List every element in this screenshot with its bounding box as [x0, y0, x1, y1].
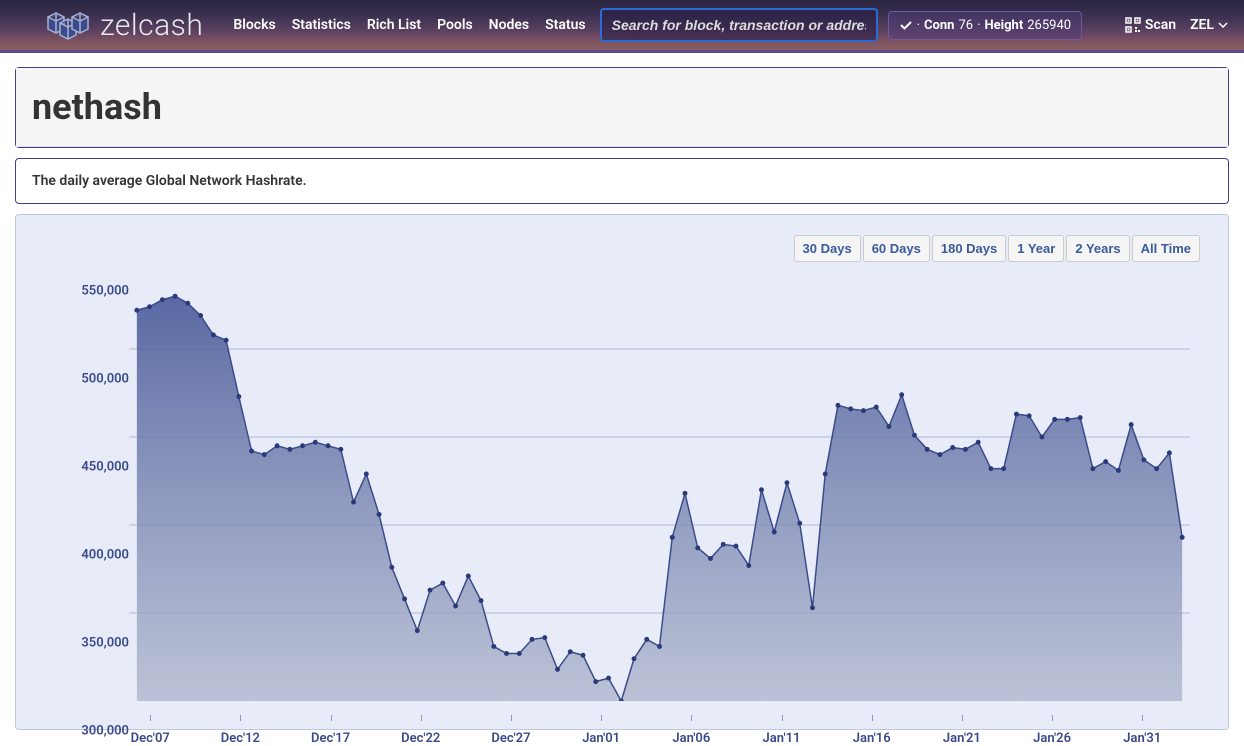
conn-value: 76 [958, 18, 973, 33]
description-panel: The daily average Global Network Hashrat… [15, 158, 1229, 204]
nav-right: Scan ZEL [1125, 17, 1228, 33]
search-box [600, 8, 878, 42]
title-panel: nethash [15, 67, 1229, 148]
height-label: Height [984, 18, 1023, 33]
scan-label: Scan [1145, 17, 1176, 33]
content: nethash The daily average Global Network… [0, 53, 1244, 744]
qr-icon [1125, 17, 1141, 33]
navbar: zelcash Blocks Statistics Rich List Pool… [0, 0, 1244, 53]
chevron-down-icon [1218, 22, 1228, 28]
x-axis-label: Jan'16 [853, 731, 891, 746]
nav-richlist[interactable]: Rich List [367, 17, 421, 33]
x-axis-label: Jan'26 [1033, 731, 1071, 746]
range-30d[interactable]: 30 Days [794, 235, 861, 262]
range-1y[interactable]: 1 Year [1008, 235, 1064, 262]
chart-panel: 30 Days 60 Days 180 Days 1 Year 2 Years … [15, 214, 1229, 730]
x-axis-label: Dec'17 [311, 731, 350, 746]
y-axis-label: 400,000 [81, 548, 129, 563]
x-axis-label: Jan'01 [582, 731, 620, 746]
x-axis-label: Dec'12 [221, 731, 260, 746]
page-description: The daily average Global Network Hashrat… [16, 159, 1228, 203]
x-axis-label: Dec'07 [131, 731, 170, 746]
status-badge: · Conn 76 · Height 265940 [888, 11, 1082, 40]
check-icon [899, 18, 913, 32]
range-60d[interactable]: 60 Days [863, 235, 930, 262]
range-180d[interactable]: 180 Days [932, 235, 1006, 262]
nav-nodes[interactable]: Nodes [489, 17, 529, 33]
y-axis-label: 300,000 [81, 724, 129, 739]
x-axis-label: Dec'22 [401, 731, 440, 746]
currency-dropdown[interactable]: ZEL [1190, 17, 1228, 33]
chart-svg [129, 261, 1190, 701]
cube-logo-icon [40, 7, 92, 43]
nav-status[interactable]: Status [545, 17, 585, 33]
x-axis-label: Jan'31 [1123, 731, 1161, 746]
x-axis-label: Jan'06 [672, 731, 710, 746]
range-2y[interactable]: 2 Years [1066, 235, 1129, 262]
search-input[interactable] [600, 8, 878, 42]
page-title: nethash [32, 86, 1212, 128]
y-axis-label: 350,000 [81, 636, 129, 651]
nav-links: Blocks Statistics Rich List Pools Nodes … [233, 17, 585, 33]
nav-blocks[interactable]: Blocks [233, 17, 275, 33]
conn-label: Conn [924, 18, 954, 33]
x-axis-label: Dec'27 [491, 731, 530, 746]
brand-logo[interactable]: zelcash [40, 7, 203, 43]
y-axis-label: 500,000 [81, 372, 129, 387]
currency-label: ZEL [1190, 17, 1214, 33]
nav-statistics[interactable]: Statistics [292, 17, 351, 33]
panel-heading: nethash [16, 68, 1228, 147]
x-axis-label: Jan'11 [763, 731, 801, 746]
y-axis-label: 450,000 [81, 460, 129, 475]
height-value: 265940 [1027, 18, 1071, 33]
x-axis-label: Jan'21 [943, 731, 981, 746]
scan-button[interactable]: Scan [1125, 17, 1176, 33]
nav-pools[interactable]: Pools [437, 17, 473, 33]
brand-name: zelcash [100, 8, 203, 43]
range-buttons: 30 Days 60 Days 180 Days 1 Year 2 Years … [794, 235, 1200, 262]
y-axis-label: 550,000 [81, 284, 129, 299]
range-all[interactable]: All Time [1132, 235, 1200, 262]
chart-area: 550,000500,000450,000400,000350,000300,0… [34, 261, 1210, 711]
